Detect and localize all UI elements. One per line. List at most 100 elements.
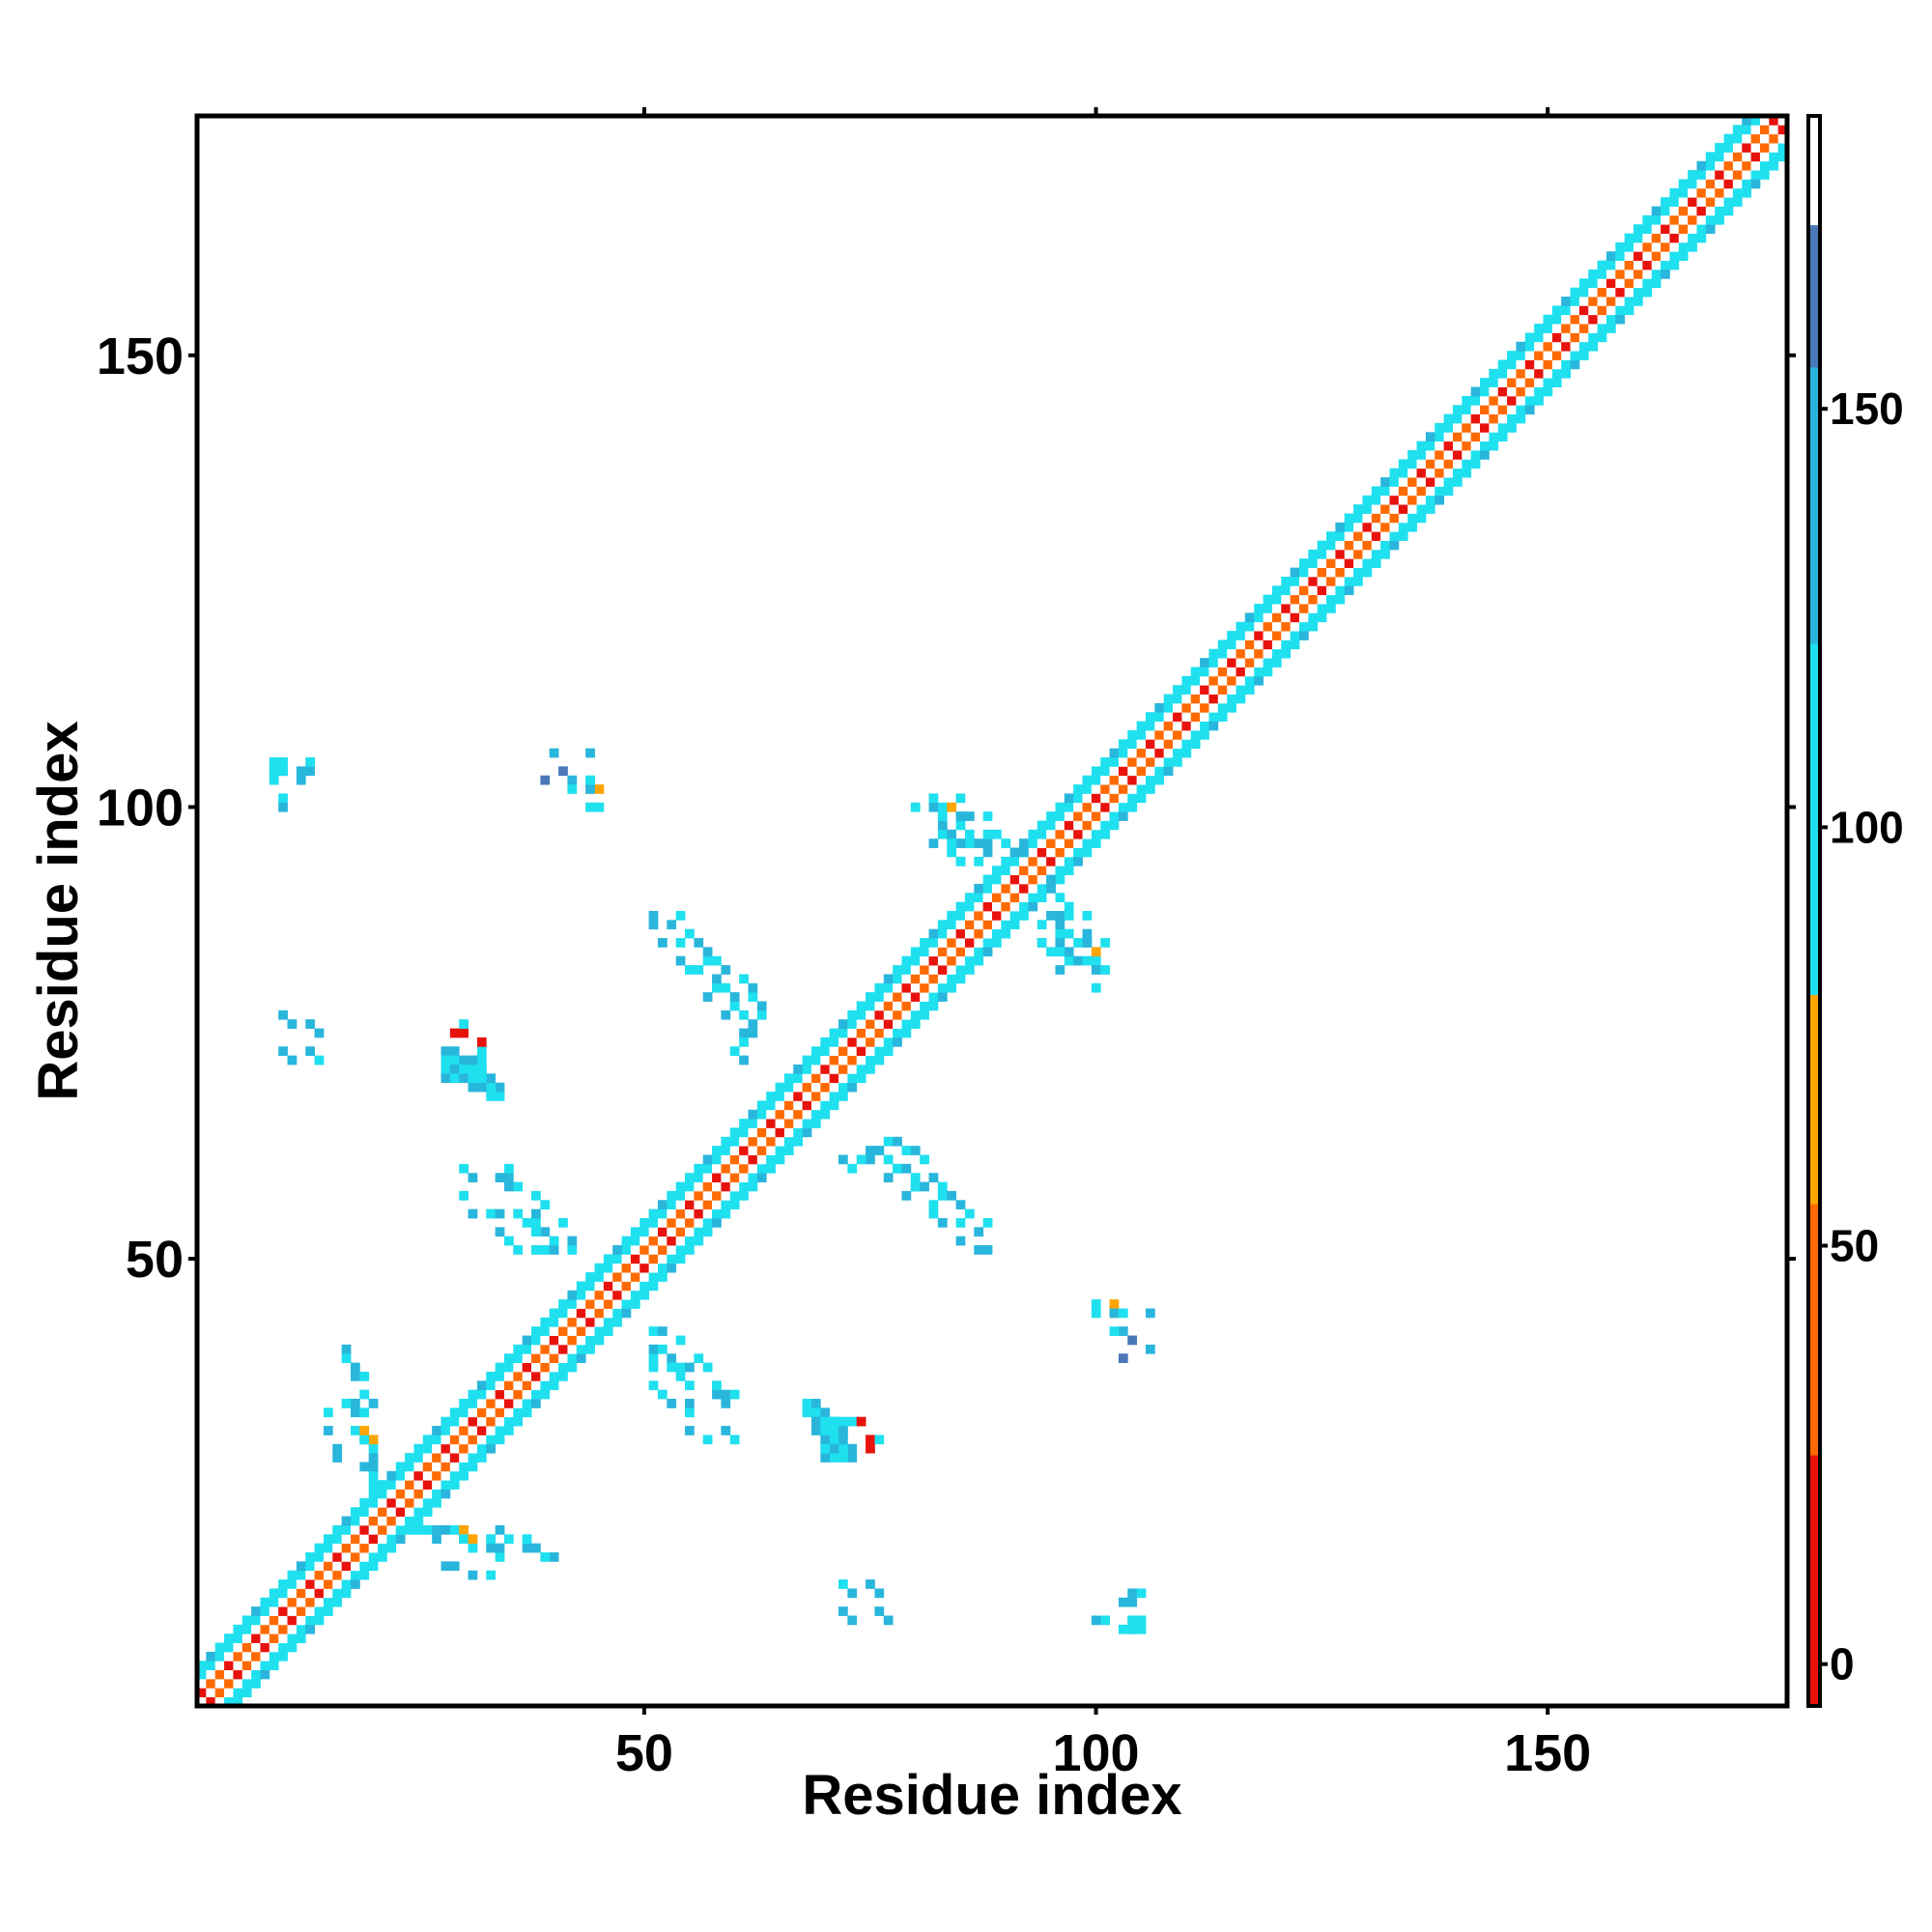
heatmap-cell [1091, 982, 1101, 993]
heatmap-cell [1578, 332, 1589, 343]
heatmap-cell [440, 1489, 451, 1499]
heatmap-cell [1489, 413, 1499, 424]
heatmap-cell [657, 1389, 668, 1400]
heatmap-cell [974, 1227, 984, 1237]
heatmap-cell [1642, 224, 1653, 234]
heatmap-cell [1371, 549, 1381, 559]
heatmap-cell [982, 928, 993, 939]
heatmap-cell [1353, 504, 1363, 514]
heatmap-cell [1136, 793, 1147, 804]
heatmap-cell [1605, 260, 1616, 270]
heatmap-cell [594, 1317, 605, 1327]
heatmap-cell [1317, 567, 1327, 578]
heatmap-cell [332, 1453, 343, 1463]
heatmap-cell [1570, 324, 1580, 333]
heatmap-cell [820, 1109, 831, 1120]
heatmap-cell [513, 1380, 524, 1391]
heatmap-cell [214, 1688, 225, 1698]
heatmap-cell [1091, 766, 1101, 777]
heatmap-cell [702, 955, 713, 966]
heatmap-cell [585, 1281, 595, 1292]
heatmap-cell [1046, 829, 1056, 839]
heatmap-cell [1543, 378, 1553, 387]
heatmap-cell [576, 1281, 586, 1292]
heatmap-cell [964, 1208, 975, 1219]
heatmap-cell [1398, 468, 1408, 478]
heatmap-cell [1064, 829, 1074, 839]
heatmap-cell [783, 1100, 794, 1111]
heatmap-cell [1642, 269, 1653, 279]
heatmap-cell [1705, 206, 1716, 216]
heatmap-cell [675, 1371, 686, 1381]
heatmap-cell [702, 992, 713, 1002]
heatmap-cell [1263, 648, 1273, 659]
heatmap-cell [1435, 422, 1445, 433]
heatmap-cell [1163, 739, 1174, 750]
heatmap-cell [974, 856, 984, 867]
heatmap-cell [567, 1308, 578, 1319]
heatmap-cell [947, 1190, 956, 1201]
heatmap-cell [838, 1453, 848, 1463]
heatmap-cell [630, 1290, 640, 1300]
heatmap-cell [395, 1516, 406, 1526]
heatmap-cell [1435, 440, 1445, 451]
heatmap-cell [1064, 847, 1074, 858]
heatmap-cell [964, 901, 975, 912]
heatmap-cell [1055, 802, 1065, 812]
y-tick-label: 150 [97, 327, 184, 385]
heatmap-cell [1271, 639, 1282, 650]
heatmap-cell [1642, 278, 1653, 289]
heatmap-cell [1561, 332, 1571, 343]
heatmap-cell [964, 838, 975, 848]
heatmap-cell [1145, 729, 1155, 740]
heatmap-cell [982, 901, 993, 912]
heatmap-cell [1507, 359, 1517, 370]
heatmap-cell [1181, 694, 1192, 704]
heatmap-cell [513, 1371, 524, 1381]
heatmap-cell [1634, 251, 1643, 262]
heatmap-cell [1561, 297, 1571, 306]
heatmap-cell [1534, 324, 1544, 333]
heatmap-cell [766, 1109, 776, 1120]
heatmap-cell [721, 1009, 731, 1020]
heatmap-cell [621, 1254, 632, 1264]
heatmap-cell [1380, 495, 1390, 505]
heatmap-cell [721, 982, 731, 993]
heatmap-cell [928, 938, 939, 948]
plot-frame [194, 113, 1790, 1709]
heatmap-cell [1227, 675, 1236, 686]
heatmap-cell [866, 1579, 875, 1589]
heatmap-cell [1534, 395, 1544, 406]
heatmap-cell [630, 1236, 640, 1246]
heatmap-cell [648, 911, 659, 921]
heatmap-cell [1335, 567, 1346, 578]
heatmap-cell [323, 1543, 333, 1553]
heatmap-cell [1136, 1615, 1147, 1626]
heatmap-cell [1344, 558, 1354, 569]
heatmap-cell [305, 766, 315, 777]
heatmap-cell [1227, 631, 1236, 640]
heatmap-cell [1109, 811, 1120, 821]
heatmap-cell [1263, 621, 1273, 632]
heatmap-cell [829, 1082, 839, 1093]
heatmap-cell [1208, 667, 1219, 677]
heatmap-cell [1696, 224, 1707, 234]
heatmap-cell [1634, 278, 1643, 289]
heatmap-cell [432, 1443, 441, 1454]
heatmap-cell [1516, 413, 1526, 424]
heatmap-cell [549, 1317, 559, 1327]
heatmap-cell [531, 1335, 541, 1346]
heatmap-cell [1009, 866, 1020, 875]
heatmap-cell [1416, 468, 1427, 478]
heatmap-cell [1263, 631, 1273, 640]
heatmap-cell [1335, 531, 1346, 541]
heatmap-cell [685, 1245, 695, 1255]
heatmap-cell [449, 1073, 460, 1084]
heatmap-cell [1281, 585, 1292, 596]
heatmap-cell [495, 1399, 505, 1408]
heatmap-cell [675, 1190, 686, 1201]
heatmap-cell [1190, 712, 1201, 722]
heatmap-cell [702, 1362, 713, 1373]
heatmap-cell [1019, 866, 1029, 875]
heatmap-cell [1715, 187, 1724, 198]
